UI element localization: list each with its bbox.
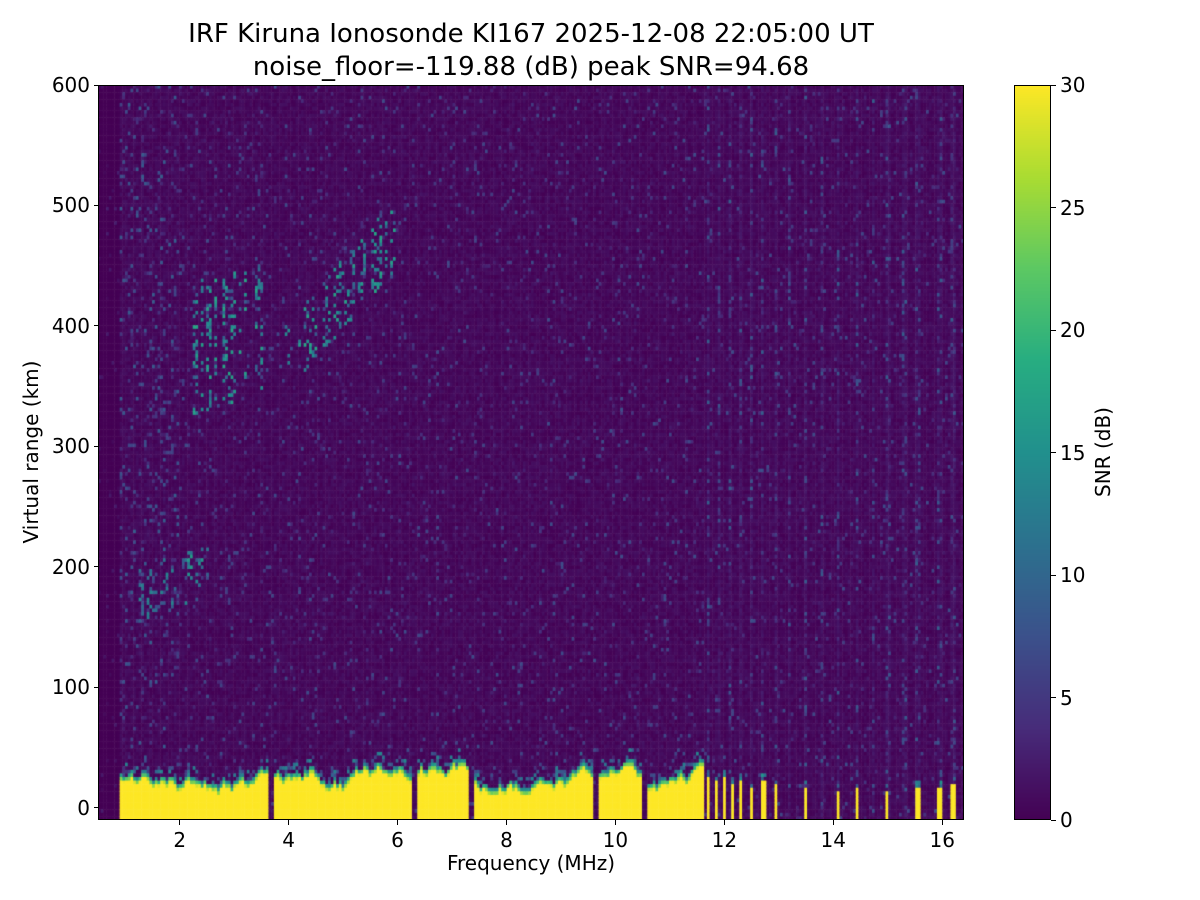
colorbar-tick-mark — [1051, 574, 1056, 576]
y-tick-mark — [94, 807, 98, 809]
x-tick-mark — [179, 820, 181, 825]
x-tick-label: 2 — [173, 828, 187, 852]
y-tick-mark — [94, 445, 98, 447]
y-tick-mark — [94, 566, 98, 568]
x-tick-label: 10 — [602, 828, 629, 852]
y-tick-label: 500 — [51, 193, 90, 218]
chart-title: IRF Kiruna Ionosonde KI167 2025-12-08 22… — [188, 19, 874, 49]
x-tick-label: 12 — [711, 828, 738, 852]
x-tick-mark — [614, 820, 616, 825]
x-tick-mark — [288, 820, 290, 825]
colorbar-tick-label: 10 — [1060, 563, 1086, 587]
x-tick-mark — [723, 820, 725, 825]
y-tick-mark — [94, 686, 98, 688]
y-tick-label: 200 — [51, 554, 90, 579]
x-tick-label: 6 — [391, 828, 404, 852]
colorbar-tick-mark — [1051, 207, 1056, 208]
colorbar-tick-label: 20 — [1060, 318, 1086, 342]
colorbar — [1014, 85, 1051, 820]
ionogram-heatmap — [98, 85, 964, 820]
x-tick-label: 14 — [820, 828, 847, 852]
y-tick-label: 100 — [51, 675, 90, 700]
y-axis-label: Virtual range (km) — [19, 360, 43, 544]
colorbar-tick-mark — [1051, 329, 1056, 331]
x-tick-mark — [397, 820, 399, 825]
y-tick-label: 0 — [77, 795, 90, 820]
y-tick-label: 400 — [51, 313, 90, 338]
colorbar-label: SNR (dB) — [1091, 407, 1115, 497]
colorbar-tick-label: 0 — [1060, 808, 1073, 832]
chart-subtitle: noise_floor=-119.88 (dB) peak SNR=94.68 — [252, 52, 810, 82]
colorbar-tick-mark — [1051, 452, 1056, 453]
colorbar-tick-label: 5 — [1060, 685, 1073, 710]
y-tick-label: 600 — [51, 73, 90, 97]
colorbar-tick-mark — [1051, 697, 1056, 698]
colorbar-tick-label: 15 — [1060, 440, 1086, 465]
x-tick-label: 4 — [282, 828, 295, 852]
colorbar-tick-mark — [1051, 819, 1056, 821]
colorbar-tick-label: 30 — [1060, 73, 1086, 97]
y-tick-mark — [94, 84, 98, 86]
x-tick-label: 16 — [929, 828, 955, 852]
x-tick-mark — [505, 820, 507, 825]
x-tick-mark — [832, 820, 834, 825]
x-tick-mark — [941, 820, 943, 825]
y-tick-mark — [94, 204, 98, 206]
x-tick-label: 8 — [500, 828, 513, 852]
y-tick-label: 300 — [51, 434, 90, 459]
x-axis-label: Frequency (MHz) — [446, 851, 616, 875]
colorbar-tick-label: 25 — [1060, 195, 1086, 220]
colorbar-tick-mark — [1051, 84, 1056, 86]
y-tick-mark — [94, 325, 98, 327]
